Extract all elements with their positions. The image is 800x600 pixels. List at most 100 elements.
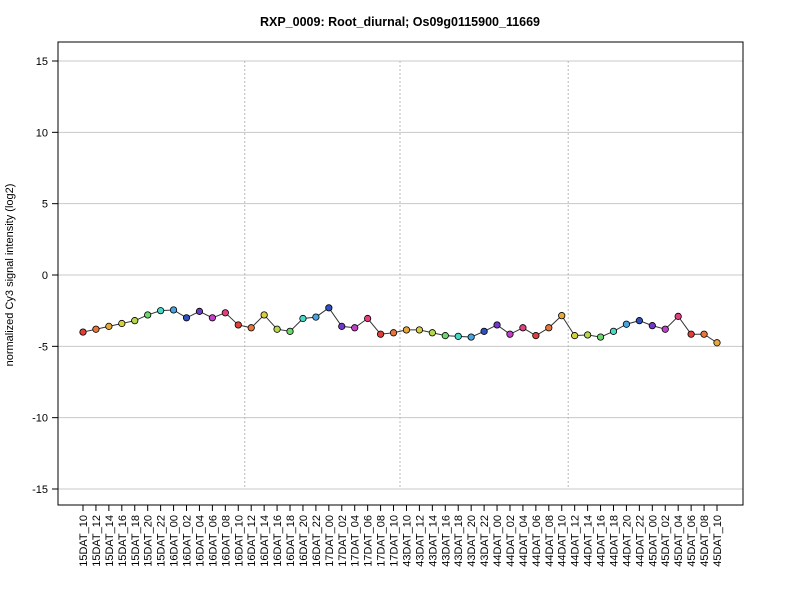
y-axis-label: normalized Cy3 signal intensity (log2) — [4, 184, 16, 367]
data-point — [118, 319, 126, 328]
data-point — [131, 317, 139, 325]
data-points — [79, 304, 721, 347]
x-tick-label: 15DAT_12 — [91, 515, 103, 567]
x-tick-label: 43DAT_16 — [440, 515, 452, 567]
x-tick-label: 17DAT_00 — [324, 515, 336, 567]
x-tick-label: 17DAT_02 — [337, 515, 349, 567]
x-tick-label: 44DAT_06 — [531, 515, 543, 567]
x-tick-label: 44DAT_18 — [608, 515, 620, 567]
y-tick-label: 15 — [36, 56, 48, 68]
data-point — [622, 320, 631, 328]
x-tick-label: 43DAT_18 — [453, 515, 465, 567]
data-point — [596, 333, 605, 341]
data-point — [247, 324, 255, 332]
x-tick-label: 44DAT_20 — [621, 515, 633, 567]
data-point — [480, 327, 488, 335]
data-point — [609, 327, 618, 335]
x-tick-label: 16DAT_14 — [259, 515, 271, 567]
data-point — [713, 339, 721, 347]
x-axis-ticks: 15DAT_10 15DAT_12 15DAT_14 15DAT_16 15DAT_18… — [78, 505, 724, 567]
data-point — [351, 324, 359, 332]
x-tick-label: 43DAT_20 — [466, 515, 478, 567]
x-tick-label: 44DAT_16 — [596, 515, 608, 567]
x-tick-label: 45DAT_02 — [660, 515, 672, 567]
x-tick-label: 44DAT_02 — [505, 515, 517, 567]
data-point — [687, 330, 695, 338]
data-point — [157, 307, 165, 315]
data-point — [493, 321, 501, 329]
data-point — [402, 326, 411, 334]
x-tick-label: 16DAT_06 — [207, 515, 219, 567]
data-point — [558, 312, 566, 320]
chart-title: RXP_0009: Root_diurnal; Os09g0115900_116… — [260, 15, 540, 29]
data-point — [506, 330, 514, 338]
data-point — [454, 332, 462, 340]
x-tick-label: 44DAT_08 — [544, 515, 556, 567]
x-tick-label: 16DAT_22 — [311, 515, 323, 567]
x-tick-label: 43DAT_10 — [401, 515, 413, 567]
data-point — [208, 314, 216, 322]
x-tick-label: 15DAT_16 — [117, 515, 129, 567]
x-tick-label: 16DAT_08 — [220, 515, 232, 567]
x-tick-label: 16DAT_18 — [285, 515, 297, 567]
y-tick-label: -5 — [38, 341, 48, 353]
data-point — [415, 326, 424, 334]
x-tick-label: 45DAT_00 — [647, 515, 659, 567]
y-tick-label: 10 — [36, 127, 48, 139]
x-tick-label: 17DAT_08 — [376, 515, 388, 567]
x-tick-label: 43DAT_12 — [414, 515, 426, 567]
data-point — [441, 332, 449, 340]
x-tick-label: 44DAT_22 — [634, 515, 646, 567]
data-point — [571, 332, 579, 340]
x-tick-label: 45DAT_08 — [699, 515, 711, 567]
data-point — [661, 325, 669, 333]
data-point — [79, 328, 87, 336]
data-point — [674, 312, 682, 320]
data-point — [648, 322, 656, 330]
x-tick-label: 16DAT_10 — [233, 515, 245, 567]
data-point — [338, 322, 346, 330]
data-point — [299, 314, 307, 323]
x-tick-label: 15DAT_22 — [156, 515, 168, 567]
day-separators — [244, 61, 569, 489]
data-point — [92, 325, 100, 333]
x-tick-label: 44DAT_10 — [557, 515, 569, 567]
data-point — [635, 317, 643, 325]
y-tick-label: 0 — [42, 270, 48, 282]
data-point — [234, 321, 242, 329]
x-tick-label: 16DAT_16 — [272, 515, 284, 567]
x-tick-label: 43DAT_22 — [479, 515, 491, 567]
y-tick-label: -10 — [32, 413, 48, 425]
data-point — [221, 309, 229, 317]
data-point — [325, 304, 333, 312]
data-point — [144, 311, 152, 319]
y-tick-label: -15 — [32, 484, 48, 496]
x-tick-label: 15DAT_14 — [104, 515, 116, 567]
x-tick-label: 45DAT_10 — [712, 515, 724, 567]
data-point — [169, 306, 178, 314]
x-tick-label: 44DAT_00 — [492, 515, 504, 567]
data-point — [273, 325, 281, 333]
x-tick-label: 16DAT_00 — [169, 515, 181, 567]
x-tick-label: 15DAT_20 — [143, 515, 155, 567]
data-point — [364, 314, 372, 323]
x-tick-label: 17DAT_04 — [350, 515, 362, 567]
data-point — [532, 332, 540, 340]
data-point — [105, 322, 113, 330]
x-tick-label: 15DAT_18 — [130, 515, 142, 567]
y-tick-label: 5 — [42, 199, 48, 211]
data-point — [286, 327, 294, 335]
data-point — [182, 314, 191, 322]
x-tick-label: 16DAT_02 — [182, 515, 194, 567]
data-point — [376, 330, 385, 338]
data-point — [700, 330, 708, 338]
x-tick-label: 17DAT_10 — [389, 515, 401, 567]
x-tick-label: 44DAT_14 — [583, 515, 595, 567]
x-tick-label: 16DAT_20 — [298, 515, 310, 567]
data-point — [545, 324, 553, 332]
x-tick-label: 16DAT_12 — [246, 515, 258, 567]
data-point — [428, 329, 436, 337]
x-tick-label: 44DAT_12 — [570, 515, 582, 567]
x-tick-label: 17DAT_06 — [363, 515, 375, 567]
